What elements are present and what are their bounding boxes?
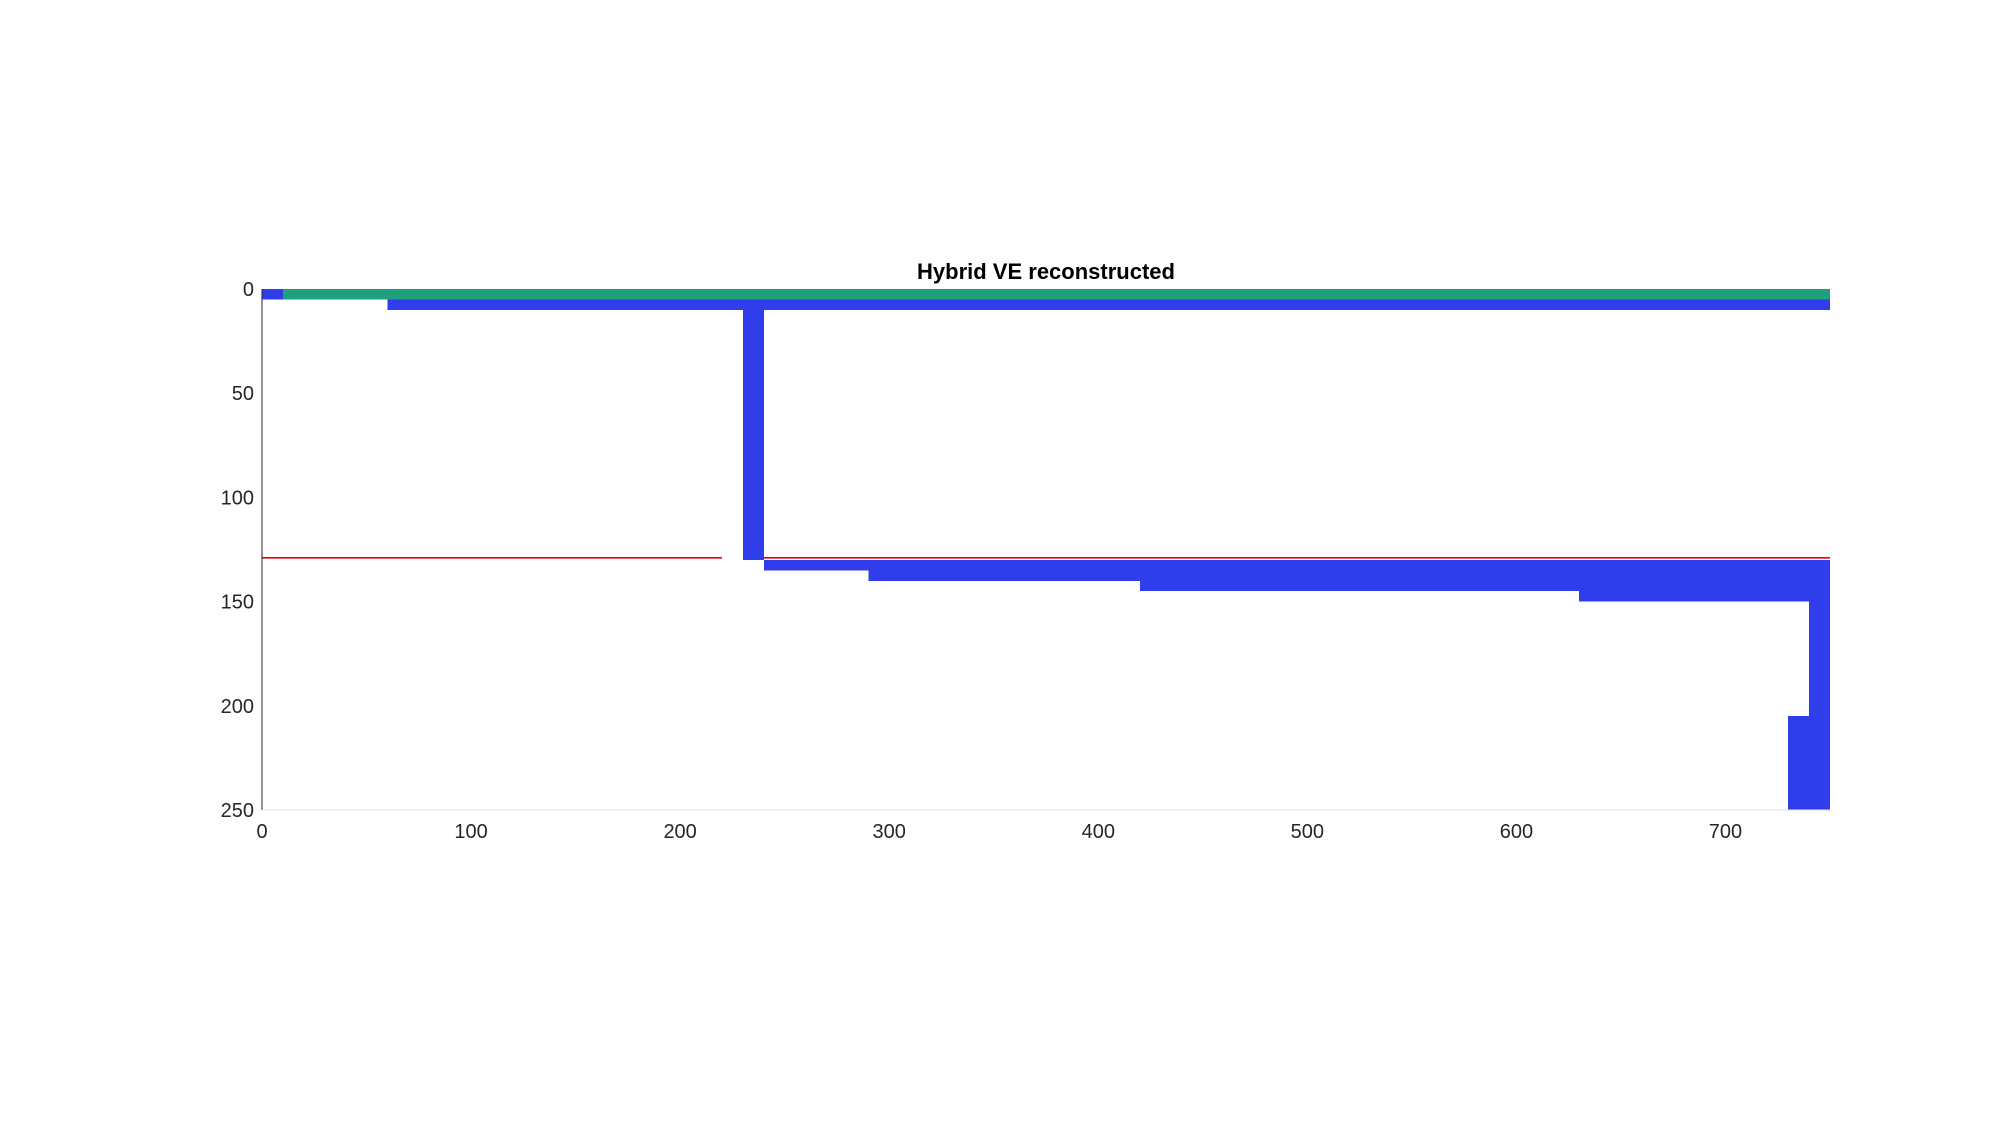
x-tick-label-700: 700 [1709,821,1742,843]
y-tick-label-250: 250 [221,800,254,822]
heatmap-cell-5 [868,570,1830,581]
x-tick-label-500: 500 [1291,821,1324,843]
x-tick-label-200: 200 [663,821,696,843]
y-tick-label-150: 150 [221,592,254,614]
heatmap-cell-2 [387,299,1831,310]
x-tick-label-0: 0 [256,821,267,843]
heatmap-cells [262,289,1831,810]
y-tick-label-100: 100 [221,487,254,509]
y-tick-label-50: 50 [232,383,254,405]
x-axis-ticks: 0 100 200 300 400 500 600 700 [256,821,1742,843]
x-tick-label-600: 600 [1500,821,1533,843]
heatmap-cell-3 [742,309,764,560]
y-axis-ticks: 0 50 100 150 200 250 [221,279,254,822]
y-tick-label-0: 0 [243,279,254,301]
chart-title: Hybrid VE reconstructed [917,259,1175,284]
heatmap-cell-9 [1788,716,1810,810]
heatmap-cell-1 [282,289,1830,300]
heatmap-cell-0 [262,289,283,300]
heatmap-cell-8 [1809,601,1830,810]
x-tick-label-100: 100 [454,821,487,843]
y-tick-label-200: 200 [221,696,254,718]
heatmap-cell-7 [1579,591,1830,602]
heatmap-cell-4 [763,559,1830,571]
axes [261,289,1830,811]
x-tick-label-300: 300 [873,821,906,843]
heatmap-cell-6 [1140,580,1830,592]
x-tick-label-400: 400 [1082,821,1115,843]
